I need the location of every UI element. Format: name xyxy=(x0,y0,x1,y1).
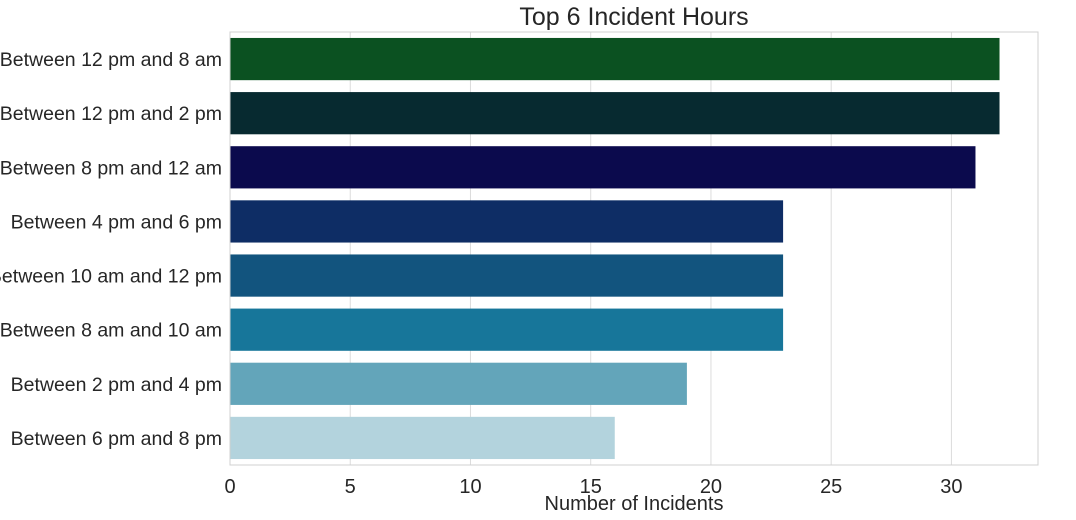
y-category-label: Between 8 pm and 12 am xyxy=(0,157,222,179)
bar xyxy=(230,362,687,405)
x-axis-label: Number of Incidents xyxy=(545,493,724,515)
x-tick-label: 20 xyxy=(700,476,722,498)
x-tick-label: 10 xyxy=(459,476,481,498)
bar xyxy=(230,416,615,460)
y-category-labels: Between 12 pm and 8 am Between 12 pm and … xyxy=(0,49,222,450)
bar xyxy=(230,37,1000,81)
x-tick-label: 30 xyxy=(940,476,962,498)
bar xyxy=(230,92,1000,135)
bars xyxy=(230,37,1000,460)
y-category-label: Between 10 am and 12 pm xyxy=(0,266,222,288)
y-category-label: Between 2 pm and 4 pm xyxy=(11,374,222,396)
bar xyxy=(230,146,976,189)
bar xyxy=(230,200,784,243)
x-tick-labels: 0 5 10 15 20 25 30 xyxy=(224,476,962,498)
plot-frame xyxy=(229,31,1039,466)
x-tick-label: 15 xyxy=(580,476,602,498)
y-category-label: Between 6 pm and 8 pm xyxy=(11,428,222,450)
x-tick-label: 5 xyxy=(345,476,356,498)
bar xyxy=(230,254,784,297)
bar xyxy=(230,308,784,351)
y-category-label: Between 4 pm and 6 pm xyxy=(11,211,222,233)
y-category-label: Between 8 am and 10 am xyxy=(0,320,222,342)
chart-title: Top 6 Incident Hours xyxy=(519,3,748,31)
x-tick-label: 25 xyxy=(820,476,842,498)
y-category-label: Between 12 pm and 8 am xyxy=(0,49,222,71)
x-tick-label: 0 xyxy=(224,476,235,498)
y-category-label: Between 12 pm and 2 pm xyxy=(0,103,222,125)
